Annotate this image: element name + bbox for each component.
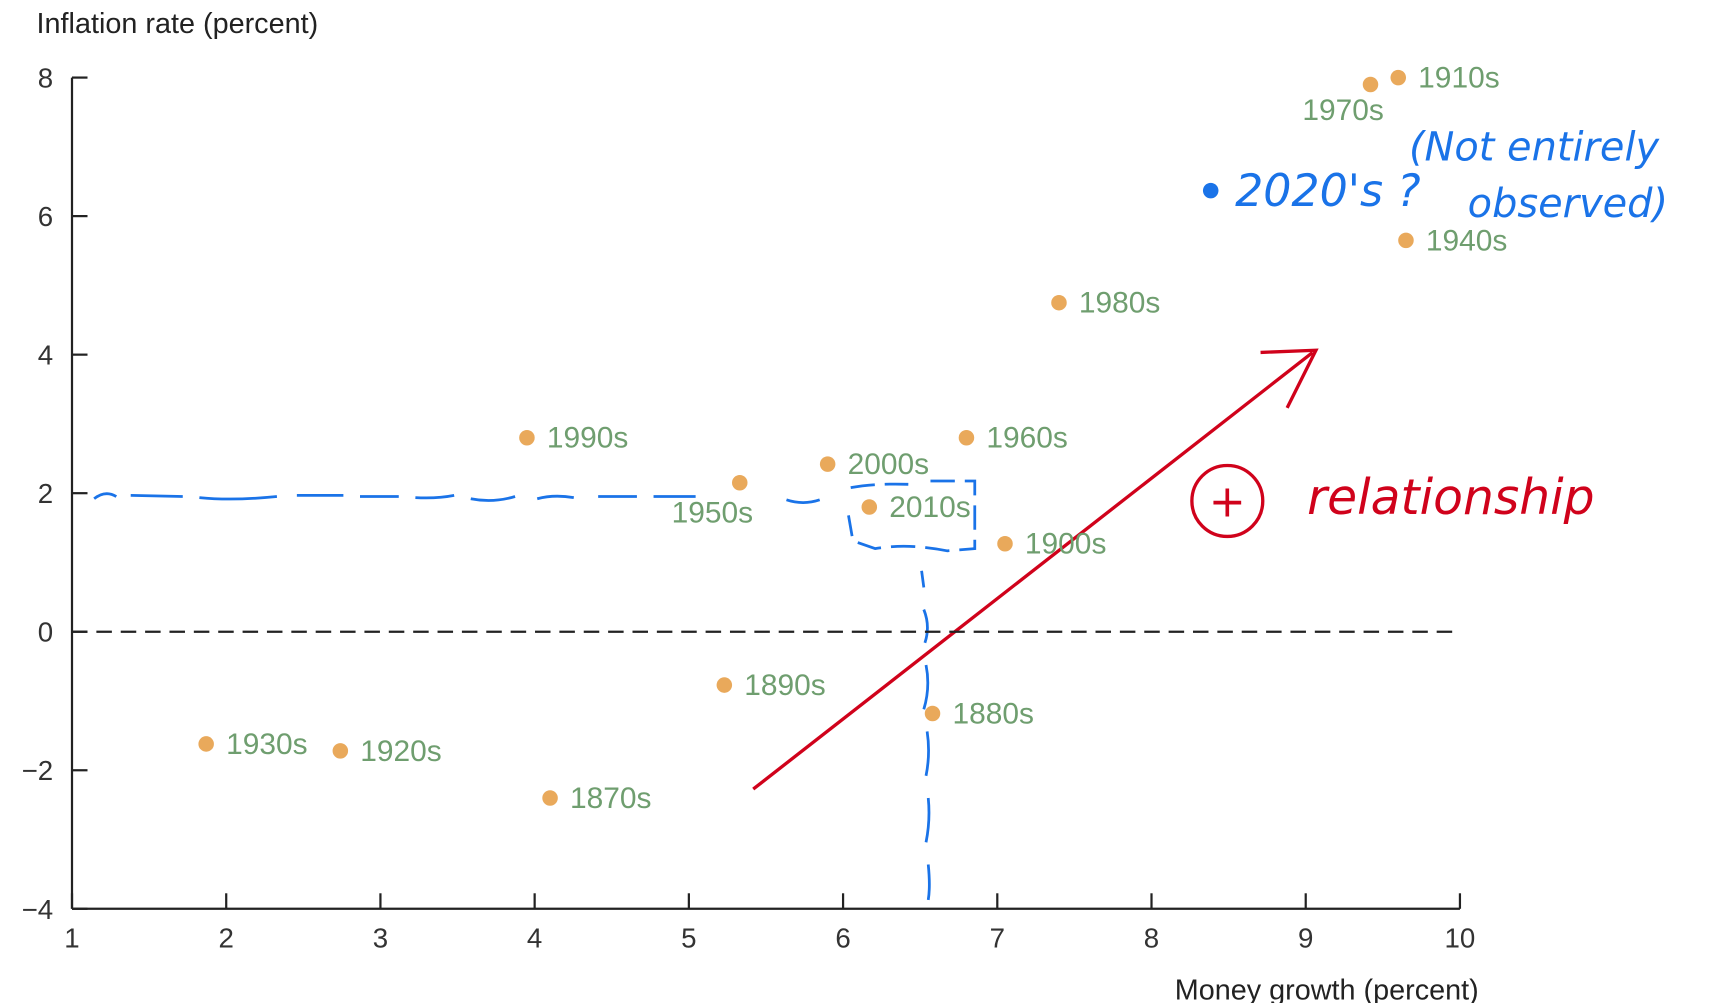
point-label: 1880s xyxy=(952,697,1033,730)
point xyxy=(1390,69,1407,86)
point-label: 1950s xyxy=(672,497,753,530)
point xyxy=(861,499,878,515)
annotation: relationship xyxy=(1307,470,1595,526)
guide-dash xyxy=(93,492,821,504)
point-label: 2000s xyxy=(848,448,929,481)
guide-box xyxy=(847,479,977,553)
point-label: 1970s xyxy=(1302,94,1383,127)
point xyxy=(731,475,748,491)
point-label: 1940s xyxy=(1426,224,1507,257)
point xyxy=(958,430,975,446)
x-tick-label: 4 xyxy=(527,923,542,954)
x-tick-label: 7 xyxy=(990,923,1005,954)
x-tick-label: 3 xyxy=(373,923,388,954)
y-tick-label: −2 xyxy=(22,755,54,786)
point xyxy=(1398,232,1414,249)
x-tick-label: 2 xyxy=(219,923,234,954)
point-label: 1910s xyxy=(1418,62,1499,95)
point-label: 1990s xyxy=(547,422,628,455)
annotation: 2020's ? xyxy=(1235,166,1421,217)
y-tick-label: −4 xyxy=(22,894,54,925)
x-tick-label: 5 xyxy=(681,923,696,954)
point xyxy=(1362,76,1379,93)
point-label: 1920s xyxy=(360,735,441,768)
x-tick-label: 9 xyxy=(1298,923,1313,954)
annotation-circle xyxy=(1190,463,1265,539)
point xyxy=(716,677,733,693)
y-tick-label: 2 xyxy=(38,478,53,509)
x-tick-label: 8 xyxy=(1144,923,1159,954)
x-axis-title: Money growth (percent) xyxy=(1175,975,1479,1003)
point-label: 2010s xyxy=(889,491,970,524)
point-label: 1890s xyxy=(744,669,825,702)
point xyxy=(924,705,941,722)
annotation: (Not entirely xyxy=(1409,125,1661,171)
point xyxy=(819,456,836,472)
x-tick-label: 1 xyxy=(64,923,79,954)
point-label: 1960s xyxy=(986,422,1067,455)
annotation: observed) xyxy=(1468,181,1668,227)
point-label: 1930s xyxy=(226,728,307,761)
annotation: + xyxy=(1209,476,1246,527)
point xyxy=(332,743,349,759)
y-tick-label: 6 xyxy=(38,201,53,232)
point-label: 1870s xyxy=(570,782,651,815)
guide-vertical xyxy=(920,570,931,901)
trend-arrow xyxy=(752,351,1314,791)
point xyxy=(542,790,558,806)
annotation-dot xyxy=(1202,182,1219,199)
point-label: 1900s xyxy=(1025,528,1106,561)
arrow-head xyxy=(1260,348,1319,409)
point xyxy=(997,535,1013,552)
point xyxy=(198,736,214,752)
x-tick-label: 6 xyxy=(835,923,850,954)
point xyxy=(1051,294,1067,311)
y-axis-title: Inflation rate (percent) xyxy=(37,8,319,40)
y-tick-label: 8 xyxy=(38,63,53,94)
x-tick-label: 10 xyxy=(1445,923,1476,954)
y-tick-label: 0 xyxy=(38,617,53,648)
y-tick-label: 4 xyxy=(38,340,53,371)
point-label: 1980s xyxy=(1079,287,1160,320)
point xyxy=(519,430,535,446)
